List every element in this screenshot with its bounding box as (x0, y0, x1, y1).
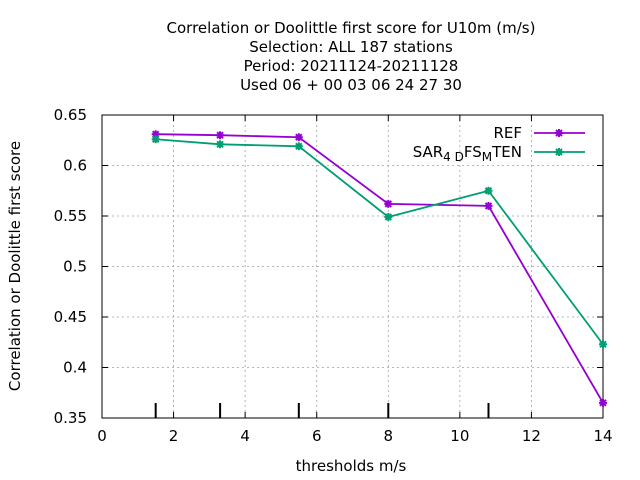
data-point (484, 186, 493, 195)
x-tick-label: 2 (169, 427, 179, 445)
y-tick-label: 0.55 (54, 207, 87, 225)
y-tick-label: 0.6 (63, 157, 87, 175)
chart-title: Correlation or Doolittle first score for… (167, 19, 536, 94)
y-tick-label: 0.45 (54, 308, 87, 326)
y-tick-label: 0.65 (54, 106, 87, 124)
series-line (155, 138, 604, 345)
x-tick-label: 4 (240, 427, 250, 445)
y-tick-label: 0.4 (63, 359, 87, 377)
title-line: Correlation or Doolittle first score for… (167, 19, 536, 37)
series-ref (151, 130, 607, 407)
data-point (294, 142, 303, 151)
x-axis-label: thresholds m/s (296, 457, 407, 475)
series-layer (151, 130, 607, 407)
grid (102, 115, 603, 418)
title-line: Period: 20211124-20211128 (244, 57, 459, 75)
legend-label: SAR4 DFSMTEN (413, 143, 522, 164)
x-tick-label: 12 (522, 427, 541, 445)
x-tick-label: 10 (450, 427, 469, 445)
legend-marker (555, 129, 563, 137)
x-tick-label: 14 (593, 427, 612, 445)
data-point (384, 213, 393, 222)
legend-label: REF (493, 124, 522, 142)
data-point (294, 133, 303, 142)
title-line: Selection: ALL 187 stations (249, 38, 453, 56)
data-point (151, 135, 160, 144)
series-line (155, 133, 604, 404)
series-sar_4dfs_mten (151, 135, 607, 349)
data-point (599, 340, 607, 349)
x-tick-label: 6 (312, 427, 322, 445)
legend-marker (555, 148, 563, 156)
data-point (384, 199, 393, 208)
x-tick-label: 8 (384, 427, 394, 445)
y-tick-label: 0.5 (63, 258, 87, 276)
data-point (216, 140, 225, 149)
data-point (484, 201, 493, 210)
data-point (151, 130, 160, 139)
data-point (599, 398, 607, 407)
axis-ticks: 0 2 4 6 8 10 12 14 0.35 0.4 0.45 0.5 0.55 0.6 0.65 (54, 106, 613, 445)
x-tick-label: 0 (97, 427, 107, 445)
data-point (216, 131, 225, 140)
y-axis-label: Correlation or Doolittle first score (6, 141, 24, 391)
y-tick-label: 0.35 (54, 409, 87, 427)
title-line: Used 06 + 00 03 06 24 27 30 (240, 76, 462, 94)
